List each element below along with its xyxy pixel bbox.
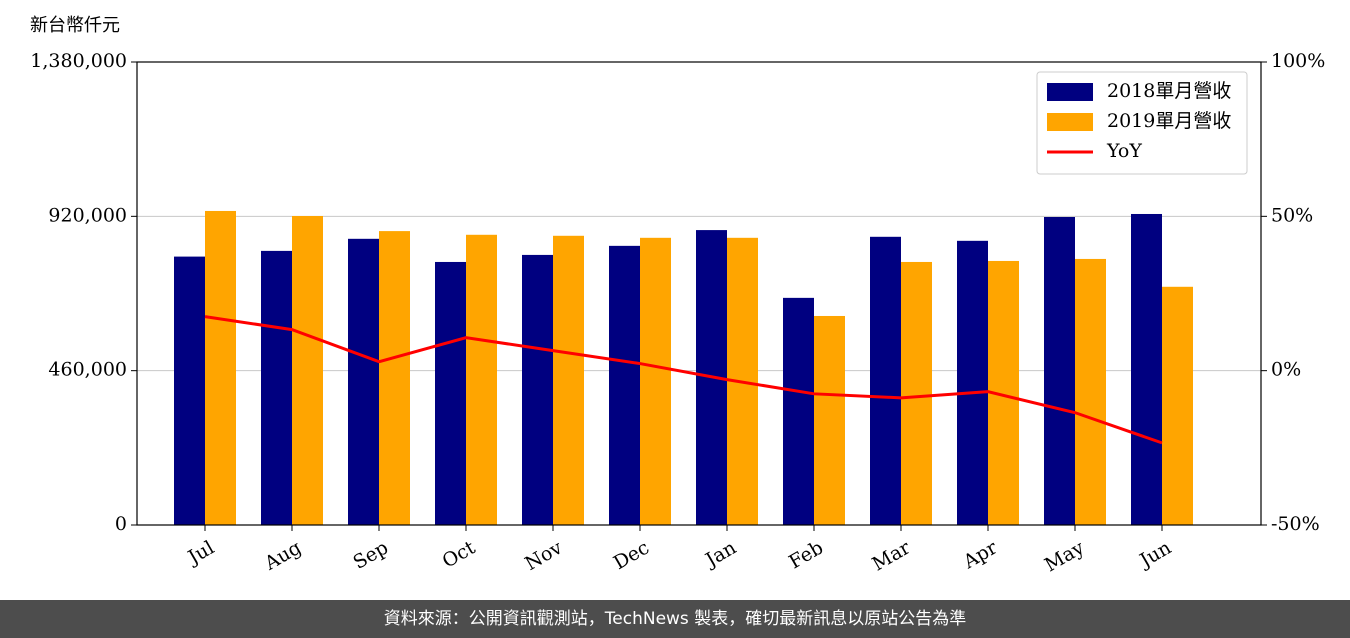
legend-label: 2019單月營收: [1107, 110, 1231, 132]
legend-label: 2018單月營收: [1107, 80, 1231, 102]
bar: [522, 254, 553, 525]
x-tick-label: Apr: [959, 536, 1002, 573]
x-tick-label: Jun: [1134, 537, 1175, 573]
x-tick-label: Nov: [521, 536, 566, 575]
bar: [640, 237, 671, 526]
x-tick-label: Oct: [439, 536, 480, 572]
bar: [435, 261, 466, 525]
x-tick-label: May: [1041, 536, 1088, 576]
x-tick-label: Mar: [868, 536, 914, 575]
footer: 資料來源：公開資訊觀測站，TechNews 製表，確切最新訊息以原站公告為準: [0, 600, 1350, 638]
bar: [174, 256, 205, 525]
bar: [553, 235, 584, 525]
bar: [379, 231, 410, 526]
y2-tick-label: 50%: [1271, 204, 1313, 226]
line: [204, 315, 1163, 445]
bar: [901, 261, 932, 525]
bar: [1075, 258, 1106, 525]
bar: [466, 234, 497, 525]
bar: [205, 210, 236, 525]
bar: [292, 215, 323, 525]
bar: [814, 315, 845, 525]
chart: 新台幣仟元 0 460,000 920,000 1,380,000 -50% 0% 50% 1…: [30, 15, 1325, 576]
x-tick-label: Sep: [349, 537, 392, 574]
x-tick-label: Jan: [700, 537, 740, 573]
bar: [1131, 213, 1162, 525]
y2-tick-label: -50%: [1271, 513, 1320, 535]
y2-tick-label: 0%: [1271, 359, 1301, 381]
bar: [609, 245, 640, 525]
y-tick-label: 0: [115, 513, 127, 535]
x-tick-label: Aug: [260, 537, 305, 576]
y-tick-label: 460,000: [48, 359, 127, 381]
x-tick-label: Dec: [610, 537, 653, 575]
plot-frame: [136, 61, 1262, 526]
x-tick-label: Feb: [785, 537, 827, 574]
legend-swatch: [1047, 83, 1093, 101]
y-axis-label: 新台幣仟元: [30, 15, 120, 36]
legend-label: YoY: [1106, 140, 1142, 162]
bar: [870, 236, 901, 526]
legend-swatch: [1047, 113, 1093, 131]
x-tick-label: Jul: [183, 537, 218, 570]
bar: [348, 238, 379, 525]
y-tick-label: 920,000: [48, 204, 127, 226]
y2-tick-label: 100%: [1271, 50, 1325, 72]
bar: [957, 240, 988, 525]
bar: [1044, 217, 1075, 526]
bar: [261, 250, 292, 526]
bar: [783, 297, 814, 525]
bar: [1162, 286, 1193, 525]
y-tick-label: 1,380,000: [30, 50, 127, 72]
